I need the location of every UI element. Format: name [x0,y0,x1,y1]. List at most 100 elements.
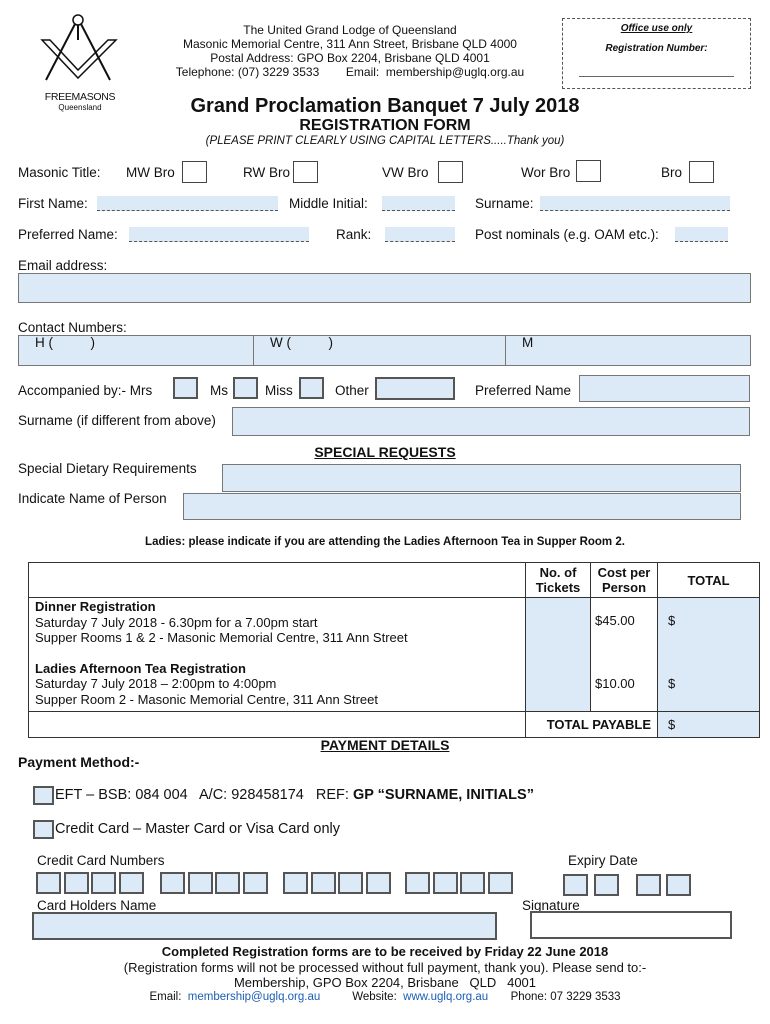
office-title: Office use only [620,23,693,34]
email-link[interactable]: membership@uglq.org.au [187,991,321,1003]
surname-input[interactable] [540,196,730,211]
card-number-digit-input[interactable] [338,872,363,894]
card-holder-input[interactable] [32,912,497,940]
card-number-digit-input[interactable] [118,872,144,894]
office-use-box: Office use only Registration Number: [562,18,751,89]
card-number-digit-input[interactable] [487,872,513,894]
event-detail: Saturday 7 July 2018 - 6.30pm for a 7.00… [35,614,318,630]
partner-surname-label: Surname (if different from above) [18,413,216,428]
preferred-name-input[interactable] [129,227,309,242]
header-blank [28,562,526,598]
signature-label: Signature [522,898,580,913]
email-input[interactable] [18,273,751,303]
middle-initial-label: Middle Initial: [289,196,368,211]
vw-bro-checkbox[interactable] [438,161,463,183]
bro-checkbox[interactable] [689,161,714,183]
signature-input[interactable] [530,911,732,939]
card-number-digit-input[interactable] [242,872,268,894]
card-number-digit-input[interactable] [63,872,89,894]
card-number-digit-input[interactable] [460,872,485,894]
card-number-digit-input[interactable] [432,872,458,894]
middle-initial-input[interactable] [382,196,455,211]
logo-subtext: Queensland [58,103,102,112]
rank-input[interactable] [385,227,455,242]
payment-method-label: Payment Method:- [18,754,140,770]
wor-bro-label: Wor Bro [521,165,571,180]
expiry-digit-input[interactable] [563,874,588,896]
credit-card-checkbox[interactable] [33,820,54,839]
card-number-digit-input[interactable] [91,872,116,894]
cost-header: Cost per Person [590,562,658,598]
card-number-digit-input[interactable] [283,872,308,894]
logo: FREEMASONS Queensland [38,10,122,112]
rw-bro-checkbox[interactable] [293,161,318,183]
card-number-digit-input[interactable] [160,872,185,894]
logo-text: FREEMASONS [44,91,116,103]
event-detail: Supper Room 2 - Masonic Memorial Centre,… [35,691,378,707]
other-input[interactable] [375,377,455,400]
expiry-label: Expiry Date [568,853,638,868]
partner-preferred-name-input[interactable] [579,375,750,402]
page-title: Grand Proclamation Banquet 7 July 2018 [190,95,580,117]
home-phone-input[interactable]: H ( ) [35,335,95,350]
ms-checkbox[interactable] [233,377,258,399]
eft-option: EFT – BSB: 084 004 A/C: 928458174 REF: G… [55,787,534,803]
tickets-input[interactable] [525,597,591,712]
partner-preferred-name-label: Preferred Name [475,383,572,398]
total-header: TOTAL [657,562,760,598]
rw-bro-label: RW Bro [243,165,291,180]
contact-numbers-field [18,335,751,366]
payment-note: (Registration forms will not be processe… [123,960,647,975]
mw-bro-label: MW Bro [126,165,175,180]
eft-reference: GP “SURNAME, INITIALS” [352,787,534,803]
form-subtitle: REGISTRATION FORM [299,117,471,134]
total-input[interactable]: $ $ [657,597,760,712]
card-number-digit-input[interactable] [36,872,61,894]
header-line: The United Grand Lodge of Queensland [243,23,457,37]
ladies-note: Ladies: please indicate if you are atten… [145,536,625,548]
eft-checkbox[interactable] [33,786,54,805]
preferred-name-label: Preferred Name: [18,227,118,242]
miss-checkbox[interactable] [299,377,324,399]
header-line: Masonic Memorial Centre, 311 Ann Street,… [183,37,517,51]
first-name-label: First Name: [18,196,88,211]
website-link[interactable]: www.uglq.org.au [403,991,489,1003]
card-number-digit-input[interactable] [215,872,240,894]
expiry-digit-input[interactable] [636,874,661,896]
partner-surname-input[interactable] [232,407,750,436]
work-phone-input[interactable]: W ( ) [270,335,333,350]
total-payable-input[interactable]: $ [657,711,760,738]
card-numbers-label: Credit Card Numbers [37,853,165,868]
mw-bro-checkbox[interactable] [182,161,207,183]
expiry-digit-input[interactable] [594,874,619,896]
header-line: Telephone: (07) 3229 3533 Email: members… [175,65,525,79]
phone-text: Phone: 07 3229 3533 [510,991,621,1003]
card-number-digit-input[interactable] [405,872,430,894]
card-number-digit-input[interactable] [310,872,336,894]
post-nominals-input[interactable] [675,227,728,242]
contact-numbers-label: Contact Numbers: [18,320,127,335]
card-number-digit-input[interactable] [187,872,213,894]
card-number-digit-input[interactable] [365,872,391,894]
person-name-label: Indicate Name of Person [18,491,167,506]
dietary-input[interactable] [222,464,741,492]
email-label: Email address: [18,258,108,273]
header-line: Postal Address: GPO Box 2204, Brisbane Q… [210,51,490,65]
accompanied-by-label: Accompanied by:- Mrs [18,383,153,398]
first-name-input[interactable] [97,196,278,211]
vw-bro-label: VW Bro [382,165,429,180]
expiry-digit-input[interactable] [666,874,691,896]
event-detail: Saturday 7 July 2018 – 2:00pm to 4:00pm [35,676,277,691]
person-name-input[interactable] [183,493,741,520]
divider [505,336,506,365]
payment-details-heading: PAYMENT DETAILS [320,737,450,753]
rank-label: Rank: [336,227,372,242]
mrs-checkbox[interactable] [173,377,198,399]
org-header: The United Grand Lodge of Queensland Mas… [150,23,550,79]
mobile-phone-input[interactable]: M [522,335,534,350]
event-title: Ladies Afternoon Tea Registration [35,660,246,676]
registration-number-line [579,76,734,77]
cost-cell: $45.00 $10.00 [590,597,658,712]
wor-bro-checkbox[interactable] [576,160,601,182]
event-title: Dinner Registration [35,599,156,614]
